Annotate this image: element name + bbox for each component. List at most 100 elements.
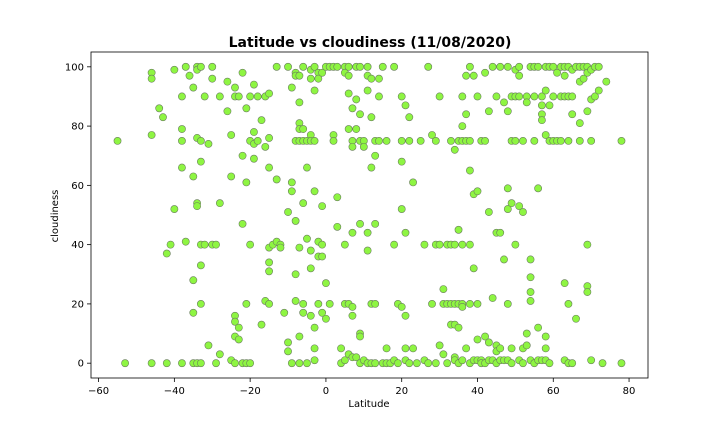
data-point [462,344,471,353]
data-point [431,359,440,368]
data-point [401,344,410,353]
data-point [503,107,512,116]
x-tick-label: 60 [547,386,560,397]
data-point [299,62,308,71]
data-point [185,71,194,80]
data-point [572,314,580,323]
data-point [310,187,319,196]
data-point [367,163,376,172]
data-point [291,270,300,279]
data-point [234,323,243,332]
data-point [215,350,224,359]
data-point [484,338,493,347]
data-point [238,151,247,160]
data-point [291,297,300,305]
data-point [553,68,561,77]
data-point [435,240,444,249]
data-point [223,77,232,86]
data-point [424,359,433,368]
data-point [303,359,311,368]
y-tick-label: 0 [78,359,84,370]
data-point [250,128,258,136]
data-point [519,359,527,368]
data-point [287,187,296,196]
plot-area [113,62,626,368]
data-point [560,279,569,288]
data-point [583,288,592,296]
data-point [215,92,224,101]
data-point [409,344,417,353]
data-point [496,344,505,353]
data-point [295,332,304,341]
y-tick-label: 80 [71,122,84,133]
data-point [382,344,391,353]
data-point [359,142,368,151]
data-point [401,311,410,320]
data-point [178,359,186,368]
data-point [306,311,315,320]
data-point [284,208,292,216]
x-tick-label: −40 [164,386,185,397]
data-point [500,255,508,264]
data-point [587,356,596,365]
data-point [507,359,516,368]
data-point [329,137,338,145]
axes: −60 −40 −20 0 20 40 60 80 0 20 40 60 80 100 [65,51,649,397]
data-point [579,74,588,83]
data-point [443,359,452,368]
data-point [234,335,243,344]
data-point [208,62,217,71]
data-point [284,338,292,347]
data-point [515,62,524,71]
data-point [617,137,626,145]
data-point [534,62,543,71]
data-point [401,228,410,237]
data-point [526,297,535,305]
data-point [469,264,478,273]
data-point [469,71,478,80]
data-point [314,74,323,83]
data-point [170,205,179,213]
data-point [473,187,482,196]
data-point [541,332,550,341]
data-point [397,302,406,311]
data-point [424,62,433,71]
data-point [458,356,467,365]
data-point [231,83,239,92]
data-point [575,119,584,128]
data-point [390,240,399,249]
data-point [272,62,281,71]
data-point [375,92,383,101]
data-point [196,62,205,71]
chart-title: Latitude vs cloudiness (11/08/2020) [229,35,512,51]
data-point [466,300,474,308]
data-point [227,172,236,181]
data-point [325,300,334,308]
data-point [310,356,319,365]
data-point [170,65,179,74]
data-point [196,300,205,308]
data-point [299,300,308,308]
data-point [265,89,273,98]
data-point [405,113,414,122]
x-axis-label: Latitude [348,399,389,410]
data-point [356,62,364,71]
data-point [299,199,308,208]
data-point [310,86,319,95]
data-point [322,279,330,288]
data-point [405,359,414,368]
data-point [348,228,357,237]
data-point [250,80,258,89]
plot-frame [90,51,649,379]
data-point [306,264,315,273]
data-point [352,125,361,133]
data-point [488,62,497,71]
data-point [530,137,539,145]
data-point [507,199,516,208]
data-point [356,219,364,228]
data-point [162,249,171,258]
data-point [484,208,493,216]
data-point [318,308,327,317]
data-point [348,311,357,320]
data-point [295,243,304,252]
